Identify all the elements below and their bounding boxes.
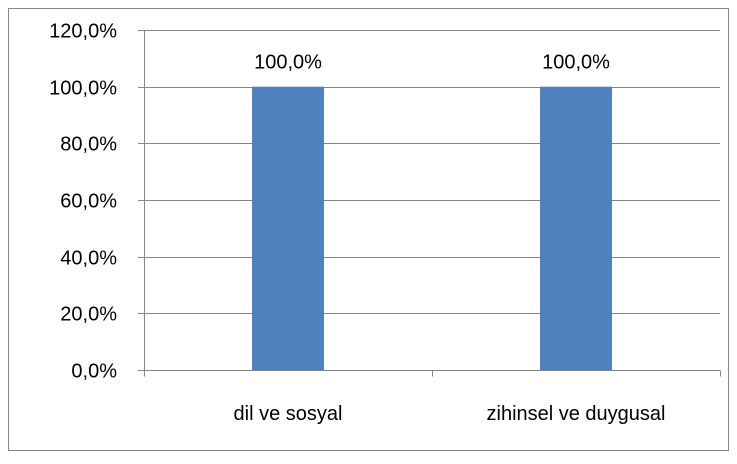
axes <box>138 30 721 377</box>
data-label: 100,0% <box>542 52 610 74</box>
data-label: 100,0% <box>254 52 322 74</box>
y-tick-label: 0,0% <box>71 361 117 383</box>
x-category-label: dil ve sosyal <box>234 403 343 425</box>
y-tick-label: 20,0% <box>60 304 117 326</box>
gridlines <box>144 30 720 314</box>
y-tick-label: 80,0% <box>60 134 117 156</box>
x-category-label: zihinsel ve duygusal <box>487 403 666 425</box>
labels: 0,0% 20,0% 40,0% 60,0% 80,0% 100,0% 120,0% 100,… <box>49 21 665 426</box>
bar <box>252 86 324 371</box>
bars <box>252 86 612 371</box>
y-tick-label: 100,0% <box>49 78 117 100</box>
y-tick-label: 40,0% <box>60 248 117 270</box>
bar <box>540 86 612 371</box>
y-tick-label: 60,0% <box>60 191 117 213</box>
y-tick-label: 120,0% <box>49 21 117 43</box>
chart-border <box>8 8 729 451</box>
